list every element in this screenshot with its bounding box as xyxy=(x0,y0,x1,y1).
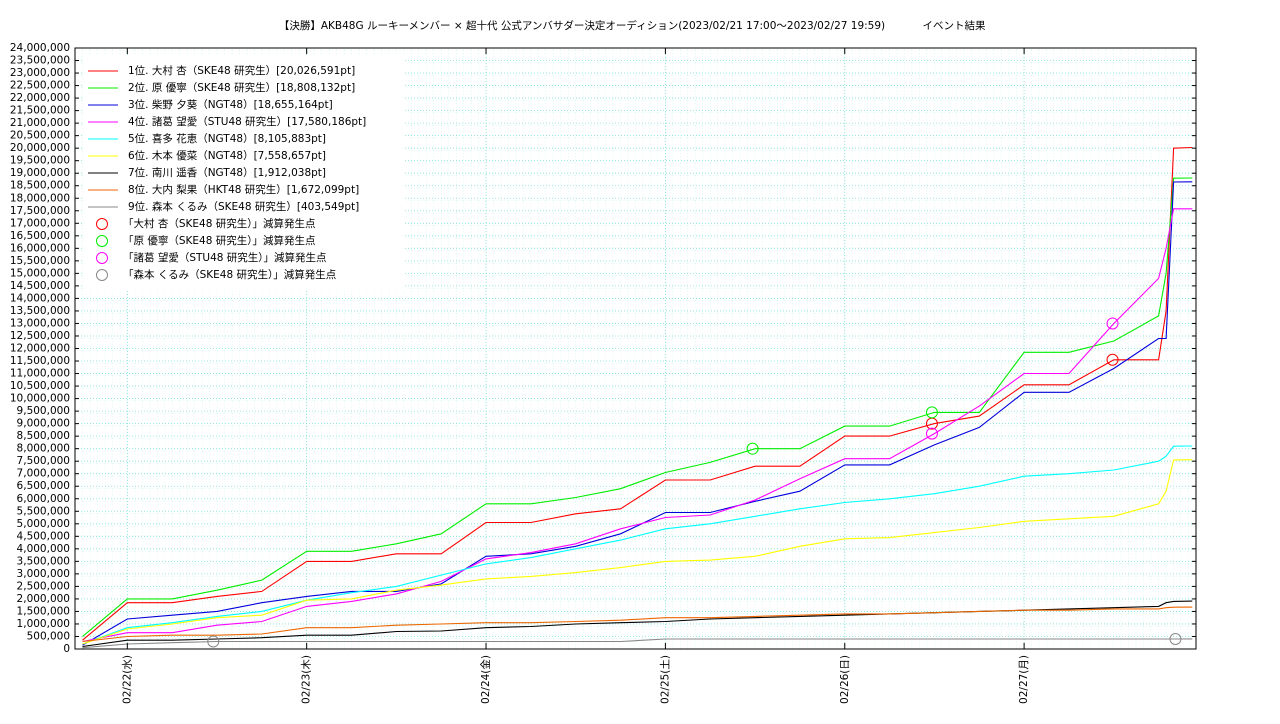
series-line xyxy=(82,638,1193,649)
legend-marker xyxy=(96,235,108,247)
markers xyxy=(207,317,1182,648)
legend-marker xyxy=(96,252,108,264)
y-tick-label: 7,000,000 xyxy=(17,468,70,480)
y-tick-label: 21,000,000 xyxy=(10,117,70,129)
y-tick-label: 22,000,000 xyxy=(10,92,70,104)
legend-label: 9位. 森本 くるみ（SKE48 研究生）[403,549pt] xyxy=(128,200,359,213)
y-tick-label: 16,500,000 xyxy=(10,230,70,242)
y-tick-label: 19,000,000 xyxy=(10,167,70,179)
series-line xyxy=(82,181,1193,646)
decrement-marker xyxy=(1106,353,1119,366)
series-line xyxy=(82,208,1193,643)
y-tick-label: 2,000,000 xyxy=(17,593,70,605)
y-tick-label: 16,000,000 xyxy=(10,242,70,254)
y-tick-label: 17,500,000 xyxy=(10,205,70,217)
y-tick-label: 1,000,000 xyxy=(17,618,70,630)
y-tick-label: 20,000,000 xyxy=(10,142,70,154)
x-tick-label: 02/24(金) xyxy=(479,655,492,704)
decrement-marker xyxy=(925,427,938,440)
y-tick-label: 2,500,000 xyxy=(17,580,70,592)
y-tick-label: 6,000,000 xyxy=(17,493,70,505)
y-tick-label: 12,000,000 xyxy=(10,343,70,355)
decrement-marker xyxy=(1106,317,1119,330)
legend: 1位. 大村 杏（SKE48 研究生）[20,026,591pt] 2位. 原 優… xyxy=(88,64,366,281)
y-tick-label: 14,500,000 xyxy=(10,280,70,292)
y-tick-label: 22,500,000 xyxy=(10,80,70,92)
y-tick-label: 8,000,000 xyxy=(17,443,70,455)
x-tick-label: 02/26(日) xyxy=(839,655,851,704)
y-tick-label: 11,000,000 xyxy=(10,368,70,380)
decrement-marker xyxy=(746,442,759,455)
series-line xyxy=(82,177,1193,637)
legend-label: 4位. 諸葛 望愛（STU48 研究生）[17,580,186pt] xyxy=(128,115,366,128)
y-tick-label: 15,000,000 xyxy=(10,267,70,279)
y-tick-label: 4,500,000 xyxy=(17,530,70,542)
y-tick-label: 11,500,000 xyxy=(10,355,70,367)
y-tick-label: 1,500,000 xyxy=(17,605,70,617)
y-tick-label: 0 xyxy=(63,643,70,655)
legend-box xyxy=(83,55,405,289)
series-line xyxy=(82,606,1193,643)
legend-label: 7位. 南川 遥香（NGT48）[1,912,038pt] xyxy=(128,166,326,179)
series-line xyxy=(82,459,1193,645)
series-line xyxy=(82,600,1193,648)
y-tick-label: 6,500,000 xyxy=(17,480,70,492)
y-tick-label: 19,500,000 xyxy=(10,155,70,167)
legend-label: 「諸葛 望愛（STU48 研究生）」減算発生点 xyxy=(123,251,327,264)
y-tick-label: 14,000,000 xyxy=(10,292,70,304)
y-tick-label: 10,000,000 xyxy=(10,393,70,405)
y-tick-label: 13,500,000 xyxy=(10,305,70,317)
y-tick-label: 3,000,000 xyxy=(17,568,70,580)
legend-label: 「森本 くるみ（SKE48 研究生）」減算発生点 xyxy=(123,268,336,281)
y-tick-label: 23,500,000 xyxy=(10,55,70,67)
y-tick-label: 12,500,000 xyxy=(10,330,70,342)
x-tick-label: 02/25(土) xyxy=(658,655,671,704)
axes: 0500,0001,000,0001,500,0002,000,0002,500… xyxy=(10,42,1196,704)
y-tick-label: 23,000,000 xyxy=(10,67,70,79)
legend-label: 3位. 柴野 夕葵（NGT48）[18,655,164pt] xyxy=(128,98,333,111)
x-tick-label: 02/22(水) xyxy=(121,655,133,704)
y-tick-label: 500,000 xyxy=(27,630,70,642)
y-tick-label: 24,000,000 xyxy=(10,42,70,54)
legend-marker xyxy=(96,269,108,281)
legend-label: 1位. 大村 杏（SKE48 研究生）[20,026,591pt] xyxy=(128,64,355,77)
y-tick-label: 18,500,000 xyxy=(10,180,70,192)
y-tick-label: 21,500,000 xyxy=(10,105,70,117)
legend-label: 6位. 木本 優菜（NGT48）[7,558,657pt] xyxy=(128,149,326,162)
decrement-marker xyxy=(925,406,938,419)
y-tick-label: 20,500,000 xyxy=(10,130,70,142)
y-tick-label: 9,000,000 xyxy=(17,418,70,430)
legend-label: 5位. 喜多 花恵（NGT48）[8,105,883pt] xyxy=(128,132,326,145)
y-tick-label: 7,500,000 xyxy=(17,455,70,467)
y-tick-label: 15,500,000 xyxy=(10,255,70,267)
y-tick-label: 5,000,000 xyxy=(17,518,70,530)
legend-label: 「大村 杏（SKE48 研究生）」減算発生点 xyxy=(123,217,315,230)
legend-label: 2位. 原 優寧（SKE48 研究生）[18,808,132pt] xyxy=(128,81,355,94)
decrement-marker xyxy=(207,635,220,648)
y-tick-label: 18,000,000 xyxy=(10,192,70,204)
y-tick-label: 17,000,000 xyxy=(10,217,70,229)
y-tick-label: 4,000,000 xyxy=(17,543,70,555)
y-tick-label: 9,500,000 xyxy=(17,405,70,417)
lines xyxy=(82,146,1193,649)
x-tick-label: 02/27(月) xyxy=(1018,655,1030,704)
decrement-marker xyxy=(1169,632,1182,645)
y-tick-label: 5,500,000 xyxy=(17,505,70,517)
y-tick-label: 3,500,000 xyxy=(17,555,70,567)
legend-marker xyxy=(96,218,108,230)
y-tick-label: 10,500,000 xyxy=(10,380,70,392)
chart-title: 【決勝】AKB48G ルーキーメンバー × 超十代 公式アンバサダー決定オーディ… xyxy=(279,19,885,32)
chart-subtitle: イベント結果 xyxy=(923,19,986,32)
y-tick-label: 13,000,000 xyxy=(10,317,70,329)
series-line xyxy=(82,146,1193,641)
legend-label: 「原 優寧（SKE48 研究生）」減算発生点 xyxy=(123,234,315,247)
x-tick-label: 02/23(木) xyxy=(301,655,313,704)
legend-label: 8位. 大内 梨果（HKT48 研究生）[1,672,099pt] xyxy=(128,183,359,196)
y-tick-label: 8,500,000 xyxy=(17,430,70,442)
series-line xyxy=(82,445,1193,645)
